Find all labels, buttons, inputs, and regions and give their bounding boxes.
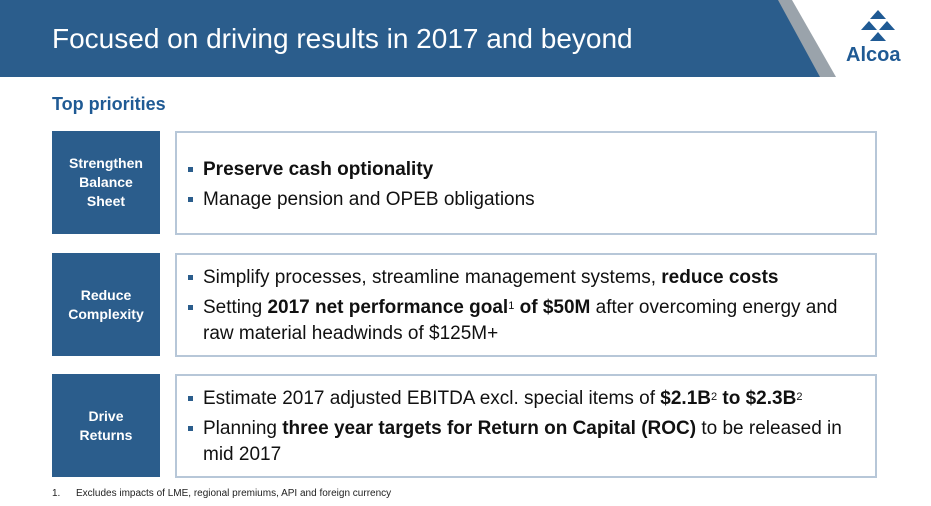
row-label-drive-returns: Drive Returns [52, 374, 160, 477]
row-box-reduce-complexity: Simplify processes, streamline managemen… [175, 253, 877, 357]
bullet-text: Setting [203, 297, 268, 318]
footnote-number: 1. [52, 488, 61, 499]
footnote-text: Excludes impacts of LME, regional premiu… [76, 488, 392, 499]
alcoa-mark-icon [861, 10, 895, 41]
bullet-item: Manage pension and OPEB obligations [187, 187, 867, 213]
bullet-list: Estimate 2017 adjusted EBITDA excl. spec… [187, 386, 867, 468]
logo-panel [778, 0, 931, 77]
bullet-text: to $2.3B [717, 388, 797, 409]
bullet-text: to be released in mid 2017 [203, 418, 842, 465]
row-label-text: Reduce Complexity [68, 286, 144, 322]
bullet-item: Estimate 2017 adjusted EBITDA excl. spec… [187, 386, 867, 412]
bullet-item: Preserve cash optionality [187, 157, 867, 183]
footnote: 1. Excludes impacts of LME, regional prem… [52, 488, 391, 500]
footnote-ref: 2 [710, 391, 718, 403]
bullet-item: Setting 2017 net performance goal1 of $5… [187, 295, 867, 347]
footnote-ref: 2 [796, 391, 803, 403]
bullet-text: Preserve cash optionality [203, 159, 434, 180]
bullet-text: Manage pension and OPEB obligations [203, 189, 535, 210]
bullet-item: Simplify processes, streamline managemen… [187, 265, 867, 291]
bullet-text: Estimate 2017 adjusted EBITDA excl. spec… [203, 388, 661, 409]
bullet-text: three year targets for Return on Capital… [282, 418, 697, 439]
bullet-text: Simplify processes, streamline managemen… [203, 267, 662, 288]
bullet-text: of $50M [514, 297, 591, 318]
row-label-text: Strengthen Balance Sheet [69, 155, 143, 209]
bullet-text: after overcoming energy and raw material… [203, 297, 838, 344]
bullet-text: $2.1B [660, 388, 711, 409]
logo-wordmark: Alcoa [846, 44, 901, 66]
header-bar [0, 0, 931, 77]
footnote-ref: 1 [508, 300, 515, 312]
bullet-text: 2017 net performance goal [267, 297, 509, 318]
bullet-list: Simplify processes, streamline managemen… [187, 265, 867, 347]
section-heading: Top priorities [52, 94, 166, 114]
bullet-text: Planning [203, 418, 283, 439]
slide-header: Focused on driving results in 2017 and b… [0, 0, 931, 77]
logo-panel-white [792, 0, 931, 77]
row-box-strengthen-balance-sheet: Preserve cash optionality Manage pension … [175, 131, 877, 235]
row-label-text: Drive Returns [79, 407, 133, 443]
row-label-reduce-complexity: Reduce Complexity [52, 253, 160, 356]
row-label-strengthen-balance-sheet: Strengthen Balance Sheet [52, 131, 160, 234]
bullet-text: reduce costs [661, 267, 779, 288]
bullet-list: Preserve cash optionality Manage pension … [187, 157, 867, 213]
row-box-drive-returns: Estimate 2017 adjusted EBITDA excl. spec… [175, 374, 877, 478]
bullet-item: Planning three year targets for Return o… [187, 416, 867, 468]
page-title: Focused on driving results in 2017 and b… [52, 23, 633, 54]
